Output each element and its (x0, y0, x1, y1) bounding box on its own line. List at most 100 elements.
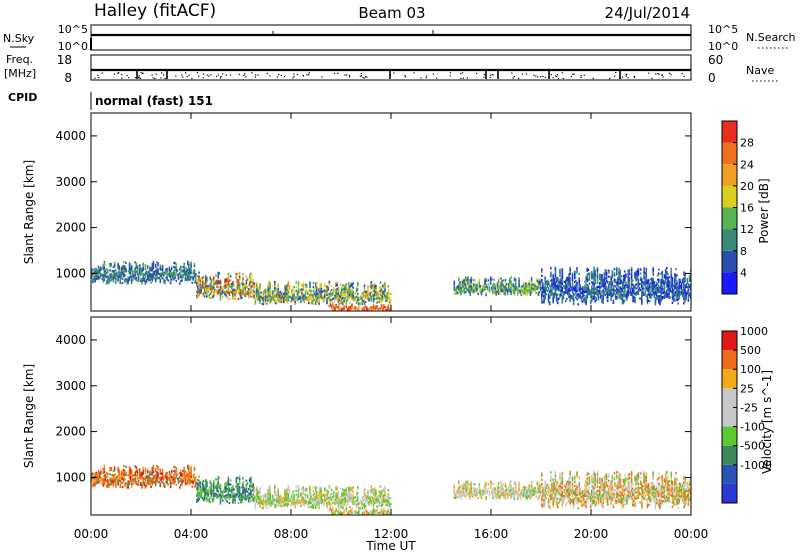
nave-point (186, 76, 188, 78)
nave-point (206, 74, 208, 76)
power-cell (157, 268, 159, 271)
velocity-cell (209, 500, 212, 503)
velocity-cell (362, 511, 365, 514)
power-cell (303, 298, 306, 301)
power-cell (461, 280, 464, 283)
power-cell (645, 282, 648, 285)
velocity-cell (249, 496, 251, 500)
velocity-cell (358, 512, 360, 515)
power-cell (120, 275, 123, 278)
power-cell (103, 260, 106, 263)
power-cell (556, 285, 559, 288)
velocity-cell (367, 499, 369, 503)
power-cell (255, 294, 258, 297)
velocity-cell (161, 477, 164, 480)
velocity-cell (126, 486, 128, 489)
power-cell (202, 294, 205, 297)
nave-point (542, 76, 544, 78)
velocity-cell (351, 507, 353, 510)
power-cell (634, 286, 636, 289)
power-cell (621, 289, 624, 293)
velocity-cell (198, 481, 200, 484)
power-cell (276, 297, 278, 300)
power-cell (675, 294, 677, 298)
power-cell (338, 294, 341, 298)
power-cell (663, 276, 666, 279)
power-cell (352, 290, 354, 293)
power-cell (309, 293, 311, 297)
power-cell (225, 284, 227, 287)
velocity-cell (381, 512, 384, 515)
power-cell (226, 290, 228, 293)
power-cell (458, 284, 460, 288)
power-cell (92, 281, 94, 284)
power-cell (194, 279, 197, 282)
power-cell (643, 287, 645, 290)
velocity-cell (462, 489, 465, 492)
nave-point (420, 77, 422, 79)
power-cell (207, 288, 209, 292)
power-cell (105, 280, 108, 283)
power-cell (559, 281, 561, 284)
power-cell (658, 301, 660, 304)
power-cell (110, 264, 112, 268)
power-cell (544, 284, 546, 287)
power-cell (604, 283, 607, 286)
power-cell (193, 275, 196, 278)
power-cell (318, 294, 320, 297)
power-cell (668, 280, 670, 283)
power-cell (675, 286, 677, 289)
power-cell (593, 287, 595, 290)
power-cell (550, 292, 552, 295)
power-cell (374, 289, 376, 292)
velocity-cell (372, 504, 375, 507)
velocity-cell (249, 480, 251, 483)
power-cell (620, 291, 623, 294)
power-cell (143, 279, 146, 283)
nave-point (255, 74, 257, 76)
power-cell (636, 278, 639, 281)
power-cell (470, 276, 473, 280)
velocity-cell (374, 487, 376, 490)
power-cell (606, 293, 609, 296)
power-cell (286, 288, 289, 291)
power-cell (554, 268, 557, 271)
power-cell (550, 279, 552, 282)
nave-point (151, 74, 153, 76)
power-cell (126, 280, 128, 283)
power-cell (483, 284, 485, 287)
power-cell (651, 290, 653, 293)
power-cell (655, 296, 658, 299)
power-cell (593, 279, 595, 282)
velocity-cell (367, 491, 369, 494)
power-cell (622, 278, 625, 281)
power-cell (671, 295, 674, 298)
power-cell (661, 287, 664, 290)
nave-point (460, 77, 462, 80)
power-cell (138, 268, 141, 271)
velocity-cell (336, 492, 339, 495)
power-cell (508, 282, 510, 286)
velocity-cell (149, 472, 151, 475)
power-cell (372, 294, 375, 297)
power-cell (469, 283, 471, 286)
velocity-cell (279, 494, 282, 497)
velocity-cell (91, 478, 93, 481)
velocity-cell (297, 489, 300, 492)
power-cell (201, 278, 204, 281)
power-cell (610, 294, 612, 297)
velocity-cell (217, 484, 219, 487)
power-cell (262, 290, 265, 293)
velocity-cell (301, 498, 303, 501)
velocity-cell (201, 484, 204, 487)
velocity-cell (118, 477, 120, 480)
velocity-cell (453, 488, 456, 491)
power-cell (554, 283, 557, 286)
velocity-cell (104, 473, 107, 476)
power-cell (107, 279, 109, 282)
power-cell (94, 274, 96, 277)
power-cell (675, 290, 677, 293)
power-cell (206, 281, 208, 284)
velocity-cell (124, 484, 126, 487)
velocity-cell (281, 499, 284, 502)
